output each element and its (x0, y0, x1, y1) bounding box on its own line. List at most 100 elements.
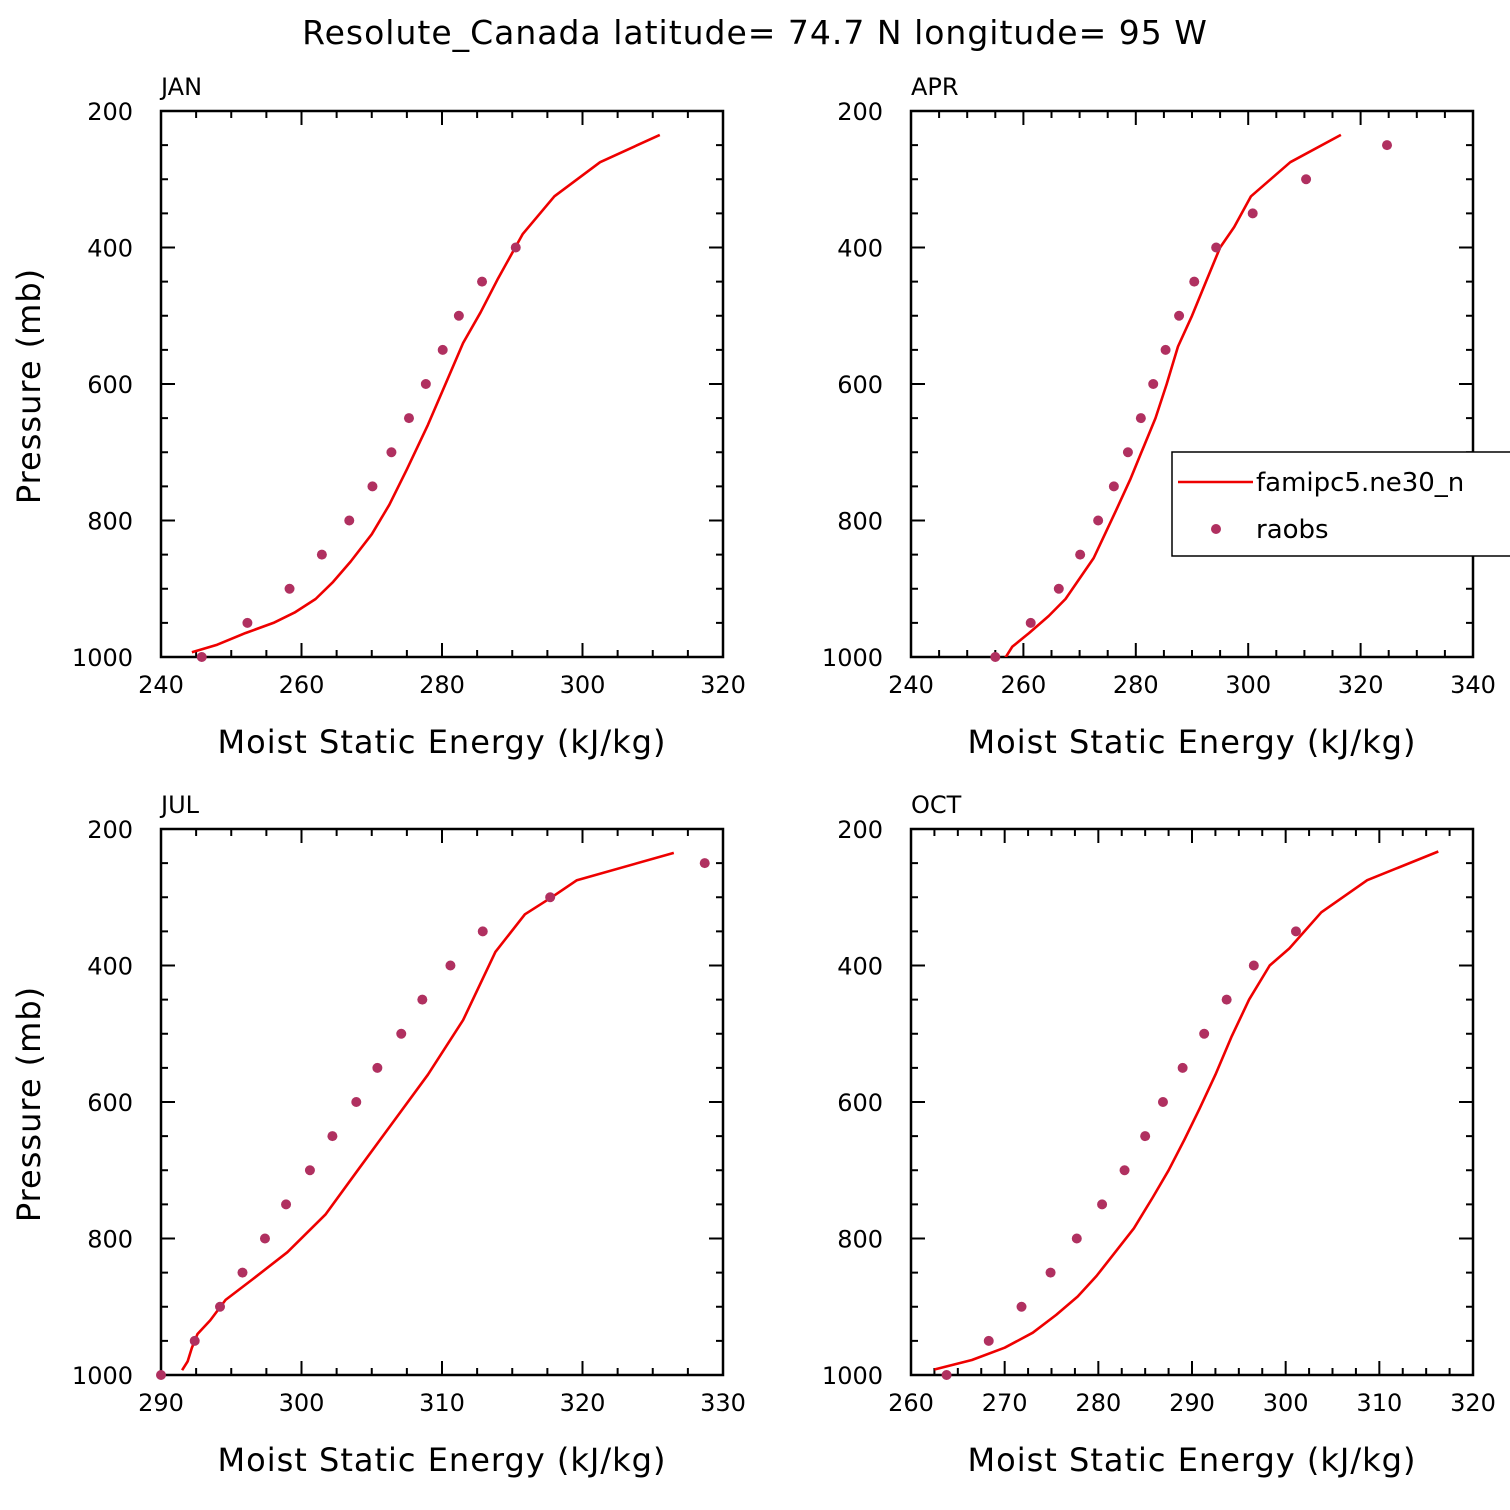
x-axis-label: Moist Static Energy (kJ/kg) (968, 1441, 1417, 1479)
x-tick-label: 260 (888, 1389, 934, 1417)
x-tick-label: 300 (1225, 671, 1271, 699)
x-tick-label: 260 (279, 671, 325, 699)
y-tick-label: 400 (837, 953, 883, 981)
obs-data-point (983, 1335, 994, 1346)
obs-data-point (699, 858, 710, 869)
obs-data-point (1199, 1028, 1210, 1039)
figure-title: Resolute_Canada latitude= 74.7 N longitu… (302, 13, 1208, 52)
obs-data-point (417, 994, 428, 1005)
obs-data-point (327, 1131, 338, 1142)
y-tick-label: 600 (837, 371, 883, 399)
obs-data-point (1382, 140, 1393, 151)
obs-data-point (1211, 242, 1222, 253)
x-tick-label: 280 (1075, 1389, 1121, 1417)
y-tick-label: 400 (87, 953, 133, 981)
x-tick-label: 300 (1263, 1389, 1309, 1417)
obs-data-point (1025, 617, 1036, 628)
plot-frame (159, 827, 725, 1377)
y-tick-label: 600 (87, 371, 133, 399)
y-tick-label: 200 (87, 816, 133, 844)
obs-data-point (1016, 1301, 1027, 1312)
y-tick-label: 200 (837, 816, 883, 844)
obs-data-point (1301, 174, 1312, 185)
obs-data-point (1122, 447, 1133, 458)
y-tick-label: 400 (837, 235, 883, 263)
obs-data-point (237, 1267, 248, 1278)
obs-data-point (281, 1199, 292, 1210)
obs-data-point (1140, 1131, 1151, 1142)
x-tick-label: 340 (1450, 671, 1496, 699)
obs-data-point (477, 276, 488, 287)
panel-jul: JUL 290 300 310 320 330 200 400 600 800 1000 Moist … (10, 791, 746, 1479)
x-tick-label: 320 (1338, 671, 1384, 699)
plot-frame (159, 109, 725, 659)
obs-data-point (1135, 413, 1146, 424)
obs-data-point (1097, 1199, 1108, 1210)
panel-jan: JAN 240 260 280 300 320 200 400 600 800 1000 Moist … (10, 73, 746, 761)
x-tick-label: 240 (138, 671, 184, 699)
x-axis-label: Moist Static Energy (kJ/kg) (218, 1441, 667, 1479)
obs-data-point (367, 481, 378, 492)
obs-data-point (1108, 481, 1119, 492)
y-tick-label: 800 (87, 1226, 133, 1254)
x-tick-label: 320 (1450, 1389, 1496, 1417)
obs-data-point (990, 652, 1001, 662)
y-tick-label: 200 (87, 98, 133, 126)
model-series-line (191, 133, 661, 654)
obs-data-point (1148, 379, 1159, 389)
y-tick-label: 800 (837, 508, 883, 536)
obs-data-point (1119, 1165, 1130, 1176)
obs-data-point (1157, 1097, 1168, 1107)
panels: JAN 240 260 280 300 320 200 400 600 800 1000 Moist … (10, 73, 1510, 1479)
obs-data-point (372, 1062, 383, 1073)
obs-data-point (1093, 515, 1104, 526)
x-tick-label: 240 (888, 671, 934, 699)
x-tick-label: 270 (982, 1389, 1028, 1417)
obs-data-point (386, 447, 397, 458)
x-axis-label: Moist Static Energy (kJ/kg) (968, 723, 1417, 761)
y-tick-label: 400 (87, 235, 133, 263)
model-series-line (1004, 133, 1342, 657)
y-tick-label: 800 (87, 508, 133, 536)
panel-label: APR (911, 73, 959, 101)
y-tick-label: 1000 (72, 644, 133, 672)
obs-data-point (1071, 1233, 1082, 1244)
y-tick-label: 1000 (72, 1362, 133, 1390)
x-tick-label: 320 (560, 1389, 606, 1417)
obs-data-point (1177, 1062, 1188, 1073)
legend-model-label: famipc5.ne30_n (1256, 468, 1464, 498)
model-series-line (180, 851, 675, 1371)
panel-label: JAN (159, 73, 202, 101)
obs-data-point (259, 1233, 270, 1244)
obs-data-point (1053, 583, 1064, 594)
obs-data-point (545, 892, 556, 903)
y-tick-label: 600 (87, 1089, 133, 1117)
x-tick-label: 290 (1169, 1389, 1215, 1417)
plot-frame (909, 827, 1475, 1377)
obs-data-point (510, 242, 521, 253)
plot-frame (909, 109, 1475, 659)
obs-data-point (420, 379, 431, 389)
x-tick-label: 330 (700, 1389, 746, 1417)
x-tick-label: 290 (138, 1389, 184, 1417)
obs-data-point (284, 583, 295, 594)
obs-data-point (156, 1370, 166, 1380)
x-tick-label: 310 (1356, 1389, 1402, 1417)
obs-data-point (1189, 276, 1200, 287)
y-axis-label: Pressure (mb) (10, 986, 48, 1222)
y-tick-label: 1000 (822, 1362, 883, 1390)
legend-marker-swatch (1211, 524, 1221, 534)
y-tick-label: 1000 (822, 644, 883, 672)
obs-data-point (1290, 926, 1301, 937)
obs-data-point (477, 926, 488, 937)
obs-data-point (1045, 1267, 1056, 1278)
obs-data-point (403, 413, 414, 424)
obs-data-point (304, 1165, 315, 1176)
obs-data-point (1248, 960, 1259, 971)
panel-label: JUL (159, 791, 200, 819)
obs-data-point (437, 344, 448, 355)
obs-data-point (1160, 344, 1171, 355)
y-tick-label: 600 (837, 1089, 883, 1117)
